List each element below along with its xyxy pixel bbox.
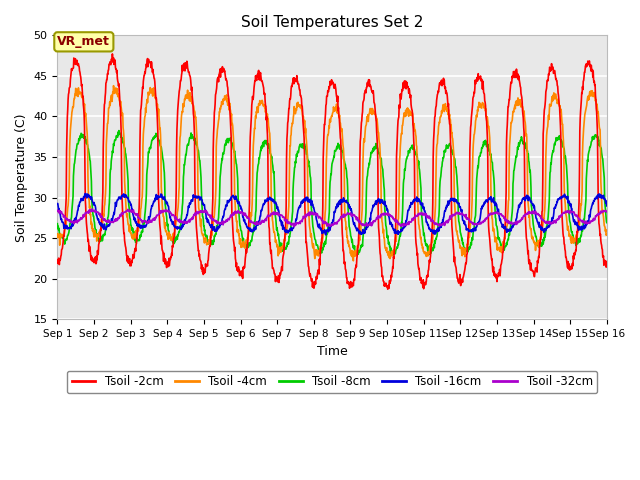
- Legend: Tsoil -2cm, Tsoil -4cm, Tsoil -8cm, Tsoil -16cm, Tsoil -32cm: Tsoil -2cm, Tsoil -4cm, Tsoil -8cm, Tsoi…: [67, 371, 597, 393]
- Y-axis label: Soil Temperature (C): Soil Temperature (C): [15, 113, 28, 241]
- Text: VR_met: VR_met: [58, 36, 110, 48]
- X-axis label: Time: Time: [317, 345, 348, 358]
- Title: Soil Temperatures Set 2: Soil Temperatures Set 2: [241, 15, 423, 30]
